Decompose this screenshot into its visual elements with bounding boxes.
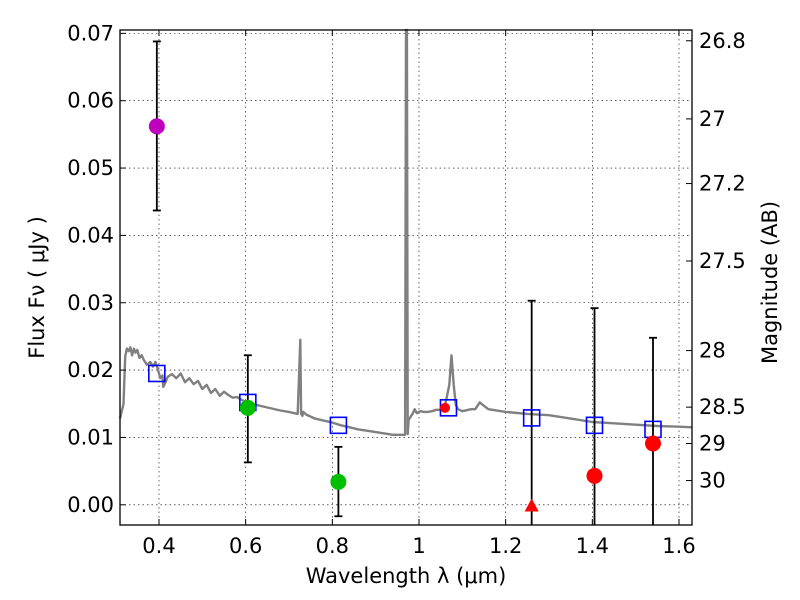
y-tick-label: 0.05 <box>67 156 114 180</box>
model-spectrum-line <box>118 28 693 436</box>
model-point-square <box>329 416 348 435</box>
y-tick-label: 0.07 <box>67 21 114 45</box>
x-tick-label: 0.6 <box>229 534 262 558</box>
observed-point-upper-limit <box>524 498 539 512</box>
observed-point <box>330 473 347 490</box>
x-tick-label: 1.2 <box>489 534 522 558</box>
y-axis-left-ticks: 0.00 0.01 0.02 0.03 0.04 0.05 0.06 0.07 <box>67 21 126 517</box>
plot-frame <box>119 29 693 526</box>
x-tick-label: 1 <box>412 534 425 558</box>
observed-point <box>148 118 165 135</box>
right-tick-label: 27.2 <box>699 172 746 196</box>
observed-point <box>586 467 603 484</box>
y-axis-left-title: Flux Fν ( μJy ) <box>25 216 49 359</box>
right-tick-label: 27 <box>699 107 726 131</box>
right-tick-label: 29 <box>699 432 726 456</box>
y-tick-label: 0.02 <box>67 358 114 382</box>
y-tick-label: 0.06 <box>67 89 114 113</box>
y-axis-right-ticks: 26.8 27 27.2 27.5 28 28.5 29 30 <box>686 29 746 493</box>
y-tick-label: 0.03 <box>67 291 114 315</box>
y-axis-right-title: Magnitude (AB) <box>758 201 782 364</box>
x-tick-label: 1.4 <box>576 534 609 558</box>
x-tick-label: 0.4 <box>142 534 175 558</box>
x-tick-label: 0.8 <box>316 534 349 558</box>
model-spectrum-layer <box>118 28 693 436</box>
x-axis-ticks: 0.4 0.6 0.8 1 1.2 1.4 1.6 <box>142 30 696 558</box>
observed-photometry-points <box>148 118 661 512</box>
x-axis-title: Wavelength λ (μm) <box>306 564 507 588</box>
y-tick-label: 0.01 <box>67 425 114 449</box>
y-tick-label: 0.04 <box>67 223 114 247</box>
right-tick-label: 26.8 <box>699 29 746 53</box>
observed-point <box>239 399 256 416</box>
observed-point <box>645 435 661 452</box>
right-tick-label: 28.5 <box>699 395 746 419</box>
model-point-square <box>148 364 166 383</box>
model-point-square <box>522 409 541 427</box>
y-tick-label: 0.00 <box>67 493 114 517</box>
right-tick-label: 28 <box>699 339 726 363</box>
observed-point <box>440 402 450 413</box>
x-tick-label: 1.6 <box>662 534 695 558</box>
right-tick-label: 27.5 <box>699 249 746 273</box>
model-point-square <box>585 416 604 435</box>
right-tick-label: 30 <box>699 469 726 493</box>
gridlines <box>120 30 692 525</box>
